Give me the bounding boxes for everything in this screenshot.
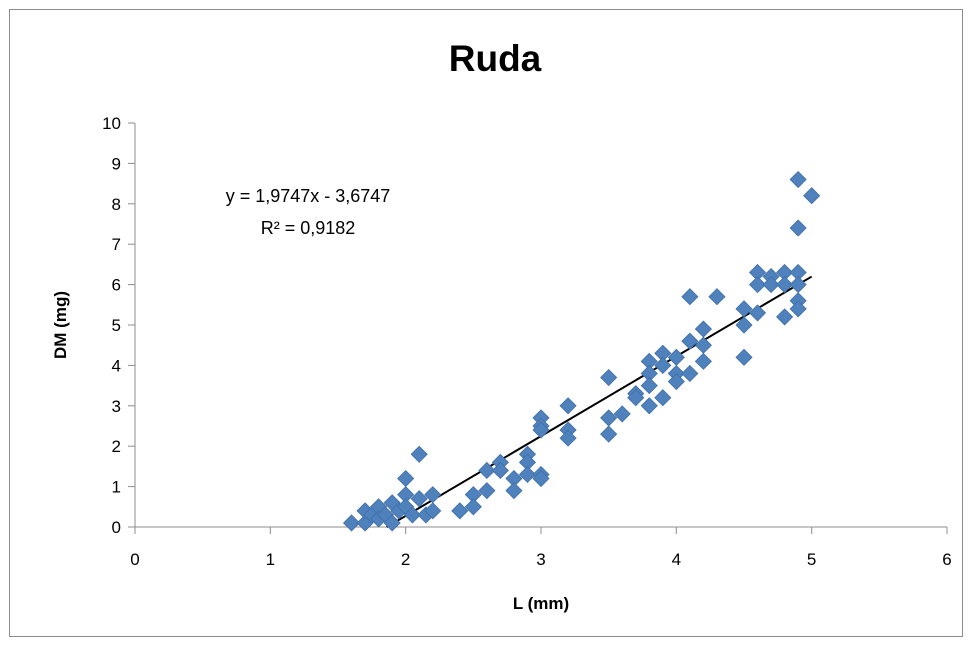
- x-tick-label: 5: [807, 550, 816, 569]
- trendline-equation: y = 1,9747x - 3,6747: [226, 186, 391, 206]
- y-tick-label: 0: [112, 518, 121, 537]
- data-point: [694, 352, 712, 370]
- data-point: [410, 445, 428, 463]
- y-tick-label: 8: [112, 195, 121, 214]
- y-tick-label: 10: [102, 114, 121, 133]
- data-point: [478, 482, 496, 500]
- chart-frame: [9, 9, 963, 637]
- data-point: [397, 469, 415, 488]
- trendline: [386, 275, 813, 528]
- data-point: [776, 308, 794, 326]
- data-point: [478, 461, 496, 480]
- data-point: [735, 300, 753, 318]
- data-point: [424, 486, 442, 504]
- data-point: [600, 425, 618, 443]
- y-tick-label: 5: [112, 316, 121, 335]
- tick-labels: 0 1 2 3 4 5 6 7 8 9 10 0 1 2 3 4 5 6: [102, 114, 952, 569]
- data-point: [776, 276, 794, 294]
- data-point: [803, 187, 821, 205]
- data-points: [342, 170, 821, 532]
- data-point: [532, 469, 550, 488]
- data-point: [762, 276, 780, 294]
- data-point: [681, 364, 699, 383]
- x-tick-label: 4: [672, 550, 681, 569]
- y-axis-title: DM (mg): [51, 291, 70, 359]
- axes: [128, 122, 948, 534]
- data-point: [464, 498, 482, 516]
- data-point: [681, 288, 699, 306]
- data-point: [748, 304, 767, 322]
- data-point: [613, 405, 631, 423]
- data-point: [403, 506, 421, 524]
- data-point: [748, 276, 767, 294]
- data-point: [654, 356, 672, 374]
- data-point: [410, 490, 428, 508]
- data-point: [640, 397, 658, 415]
- y-tick-label: 2: [112, 437, 121, 456]
- data-point: [491, 461, 509, 480]
- chart-title: Ruda: [448, 38, 542, 79]
- data-point: [735, 348, 753, 366]
- data-point: [532, 421, 550, 439]
- data-point: [735, 316, 753, 334]
- data-point: [451, 502, 469, 520]
- data-point: [789, 300, 807, 318]
- data-point: [559, 397, 577, 415]
- data-point: [694, 336, 712, 354]
- y-tick-label: 4: [112, 356, 121, 375]
- x-tick-label: 0: [130, 550, 139, 569]
- y-tick-label: 7: [112, 235, 121, 254]
- y-tick-label: 3: [112, 397, 121, 416]
- trendline-r-squared: R² = 0,9182: [261, 218, 356, 238]
- data-point: [708, 288, 726, 306]
- data-point: [789, 170, 807, 189]
- data-point: [654, 389, 672, 407]
- data-point: [681, 332, 699, 350]
- data-point: [627, 389, 645, 407]
- trendline-layer: [386, 275, 813, 528]
- y-tick-label: 1: [112, 478, 121, 497]
- x-axis-title: L (mm): [513, 594, 569, 613]
- y-tick-label: 9: [112, 154, 121, 173]
- data-point: [694, 320, 712, 338]
- x-tick-label: 2: [401, 550, 410, 569]
- data-point: [383, 514, 401, 532]
- data-point: [559, 429, 577, 447]
- data-point: [518, 465, 537, 484]
- data-point: [600, 368, 618, 387]
- data-point: [667, 372, 685, 391]
- data-point: [505, 482, 523, 500]
- data-point: [342, 514, 361, 532]
- y-tick-label: 6: [112, 276, 121, 295]
- data-point: [424, 502, 442, 520]
- x-tick-label: 6: [942, 550, 951, 569]
- data-point: [667, 348, 685, 366]
- x-tick-label: 3: [536, 550, 545, 569]
- data-point: [640, 377, 658, 395]
- data-point: [600, 409, 618, 427]
- data-point: [789, 219, 807, 237]
- x-tick-label: 1: [266, 550, 275, 569]
- data-point: [789, 276, 807, 294]
